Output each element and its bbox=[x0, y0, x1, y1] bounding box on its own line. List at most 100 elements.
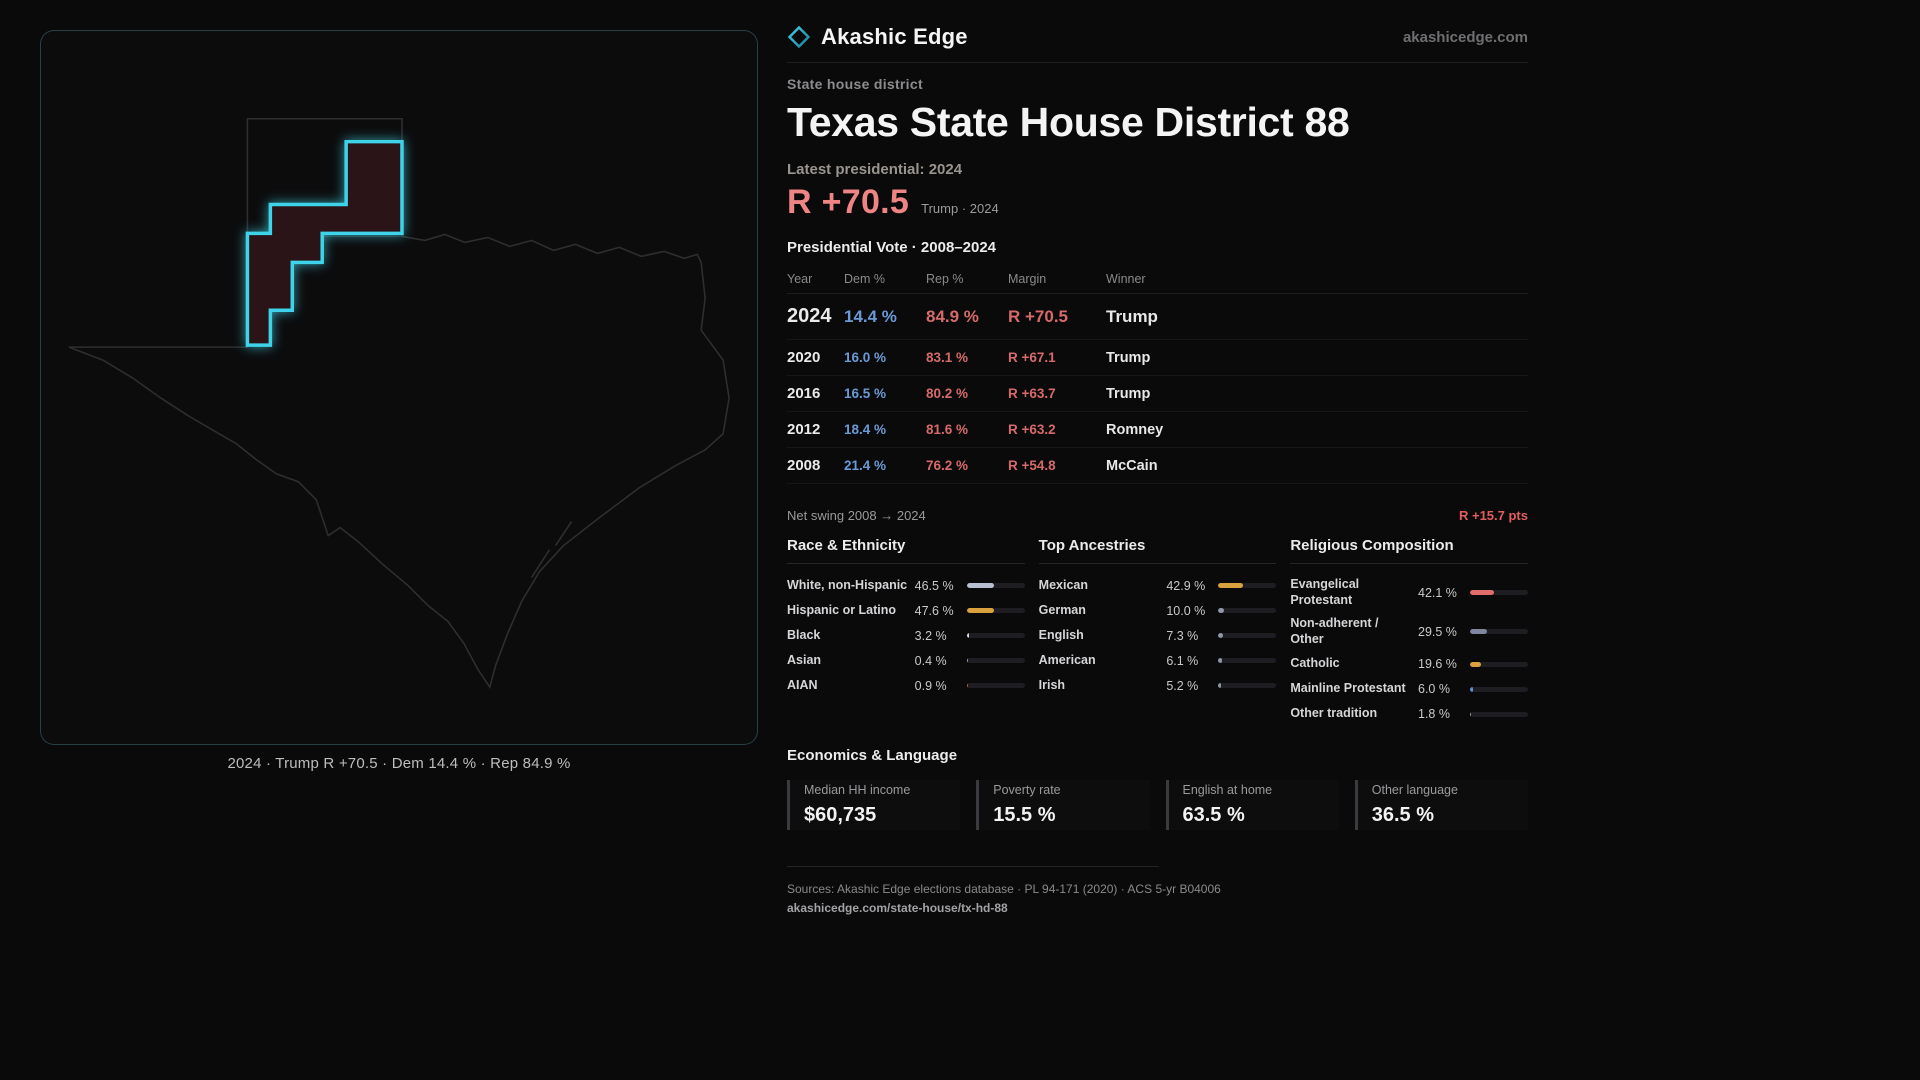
permalink[interactable]: akashicedge.com/state-house/tx-hd-88 bbox=[787, 900, 1008, 915]
demographic-value: 7.3 % bbox=[1166, 628, 1199, 643]
vote-dem-pct: 18.4 % bbox=[844, 422, 887, 437]
demographic-bar-track bbox=[966, 583, 1025, 588]
demographic-bar-track bbox=[1470, 590, 1528, 596]
demographic-bar-fill bbox=[966, 683, 969, 688]
demographic-row: Mexican 42.9 % bbox=[1039, 573, 1277, 598]
net-swing-row: Net swing 2008 → 2024 R +15.7 pts bbox=[787, 496, 1528, 523]
demographic-row: German 10.0 % bbox=[1039, 598, 1277, 623]
demographic-value: 46.5 % bbox=[914, 578, 954, 593]
economics-stat-label: Poverty rate bbox=[993, 782, 1061, 797]
vote-col-header: Dem % bbox=[844, 272, 885, 286]
vote-rep-pct: 76.2 % bbox=[926, 458, 969, 473]
demographic-label: American bbox=[1038, 652, 1096, 667]
vote-table-row: 2012 18.4 % 81.6 % R +63.2 Romney bbox=[787, 412, 1528, 448]
vote-col-header: Year bbox=[787, 272, 813, 286]
footer-divider bbox=[787, 865, 1159, 867]
demographic-label: White, non-Hispanic bbox=[787, 577, 908, 592]
vote-dem-pct: 21.4 % bbox=[844, 458, 887, 473]
demographic-value: 42.9 % bbox=[1166, 578, 1206, 593]
sources-text: Sources: Akashic Edge elections database… bbox=[787, 881, 1221, 896]
vote-table-title: Presidential Vote · 2008–2024 bbox=[787, 239, 997, 256]
texas-state-outline bbox=[68, 117, 730, 690]
vote-year: 2016 bbox=[787, 385, 821, 402]
page-title: Texas State House District 88 bbox=[787, 99, 1350, 145]
district-88-shape[interactable] bbox=[245, 139, 404, 347]
brand-name: Akashic Edge bbox=[821, 24, 968, 49]
detail-panel: Akashic Edge akashicedge.com State house… bbox=[787, 24, 1528, 915]
demographic-bar-track bbox=[1218, 608, 1277, 613]
brand-domain-link[interactable]: akashicedge.com bbox=[1402, 28, 1528, 46]
demographic-bar-track bbox=[1218, 583, 1277, 588]
demographic-value: 1.8 % bbox=[1418, 707, 1450, 721]
headline-margin-value: R +70.5 bbox=[787, 183, 910, 221]
demographic-value: 19.6 % bbox=[1418, 657, 1457, 671]
economics-stat-card: Poverty rate 15.5 % bbox=[976, 779, 1149, 830]
vote-col-header: Rep % bbox=[926, 272, 964, 286]
demographic-bar-track bbox=[966, 683, 1025, 688]
demographics-grid: Race & Ethnicity White, non-Hispanic 46.5 … bbox=[787, 537, 1528, 727]
demographic-label: German bbox=[1038, 602, 1086, 617]
demographic-bar-fill bbox=[1470, 686, 1474, 692]
headline-margin-sub: Trump · 2024 bbox=[921, 201, 999, 216]
economics-stat-label: Median HH income bbox=[804, 782, 911, 797]
demographic-bar-track bbox=[966, 658, 1025, 663]
vote-year: 2020 bbox=[787, 349, 821, 366]
economics-title: Economics & Language bbox=[787, 746, 958, 764]
vote-col-header: Winner bbox=[1106, 272, 1146, 286]
demographic-label: Catholic bbox=[1290, 656, 1340, 671]
vote-table-row: 2016 16.5 % 80.2 % R +63.7 Trump bbox=[787, 376, 1528, 412]
demographic-value: 6.0 % bbox=[1418, 682, 1450, 696]
demographic-label: Mainline Protestant bbox=[1290, 681, 1406, 696]
demographic-value: 10.0 % bbox=[1166, 603, 1206, 618]
vote-col-header: Margin bbox=[1008, 272, 1047, 286]
vote-rep-pct: 83.1 % bbox=[926, 350, 969, 365]
demographic-bar-fill bbox=[1470, 661, 1482, 667]
demographic-row: Mainline Protestant 6.0 % bbox=[1290, 677, 1528, 702]
demographic-bar-fill bbox=[1218, 583, 1244, 588]
economics-stat-value: 15.5 % bbox=[993, 803, 1056, 826]
demographic-bar-fill bbox=[966, 658, 969, 663]
economics-stat-value: 63.5 % bbox=[1182, 803, 1245, 826]
coast-island-line bbox=[554, 521, 573, 546]
demographic-value: 0.4 % bbox=[914, 653, 947, 668]
economics-stats-grid: Median HH income $60,735 Poverty rate 15.5 … bbox=[787, 779, 1528, 830]
latest-presidential-label: Latest presidential: 2024 bbox=[787, 161, 963, 178]
demographic-label: Hispanic or Latino bbox=[787, 602, 897, 617]
vote-margin: R +54.8 bbox=[1008, 458, 1056, 473]
vote-table-row: 2008 21.4 % 76.2 % R +54.8 McCain bbox=[787, 448, 1528, 484]
demographic-value: 3.2 % bbox=[914, 628, 947, 643]
vote-year: 2008 bbox=[787, 457, 821, 474]
demographic-row: White, non-Hispanic 46.5 % bbox=[787, 573, 1025, 598]
vote-rep-pct: 84.9 % bbox=[926, 307, 979, 326]
demographic-bar-fill bbox=[1218, 633, 1223, 638]
vote-winner: McCain bbox=[1106, 458, 1158, 474]
vote-margin: R +70.5 bbox=[1008, 307, 1069, 326]
economics-stat-value: 36.5 % bbox=[1371, 803, 1435, 826]
demographic-bar-fill bbox=[966, 583, 994, 588]
demographic-bar-fill bbox=[1218, 658, 1222, 663]
vote-dem-pct: 16.0 % bbox=[844, 350, 887, 365]
demographic-bar-track bbox=[1218, 633, 1277, 638]
texas-map bbox=[68, 117, 730, 690]
vote-year: 2012 bbox=[787, 421, 821, 438]
demographic-section: Top Ancestries Mexican 42.9 % German 10.0 % E… bbox=[1038, 537, 1277, 727]
vote-margin: R +63.7 bbox=[1008, 386, 1056, 401]
demographic-section: Race & Ethnicity White, non-Hispanic 46.5 … bbox=[787, 537, 1025, 727]
economics-stat-card: English at home 63.5 % bbox=[1165, 779, 1339, 830]
demographic-bar-track bbox=[1470, 629, 1528, 635]
vote-rep-pct: 80.2 % bbox=[926, 386, 969, 401]
brand-header: Akashic Edge akashicedge.com bbox=[787, 24, 1528, 63]
demographic-row: Asian 0.4 % bbox=[787, 648, 1025, 673]
demographic-value: 0.9 % bbox=[914, 678, 947, 693]
demographic-row: AIAN 0.9 % bbox=[787, 673, 1025, 698]
demographic-label: Other tradition bbox=[1290, 706, 1378, 721]
demographic-bar-fill bbox=[1218, 608, 1225, 613]
demographic-value: 6.1 % bbox=[1166, 653, 1199, 668]
vote-table-body: 2024 14.4 % 84.9 % R +70.5 Trump 2020 16.0 % 83… bbox=[787, 294, 1528, 484]
headline-margin-block: R +70.5 Trump · 2024 bbox=[787, 183, 1528, 222]
demographic-bar-track bbox=[1470, 711, 1528, 717]
demographic-label: Asian bbox=[787, 652, 822, 667]
economics-stat-label: English at home bbox=[1182, 782, 1273, 797]
economics-stat-label: Other language bbox=[1371, 782, 1458, 797]
